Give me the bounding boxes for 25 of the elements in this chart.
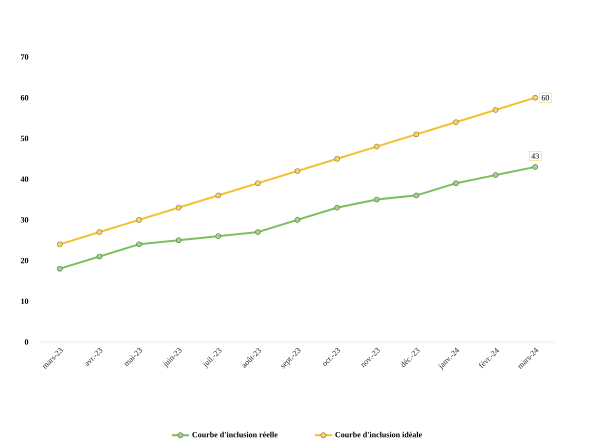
point <box>374 196 380 202</box>
point <box>215 233 222 240</box>
y-tick-label: 30 <box>20 217 28 223</box>
legend-label: Courbe d'inclusion réelle <box>192 432 278 438</box>
point <box>334 204 340 211</box>
y-tick-label: 10 <box>21 298 28 304</box>
point <box>294 217 300 223</box>
y-tick-label: 0 <box>24 339 28 345</box>
y-tick-label: 60 <box>20 95 28 101</box>
data-label: 43 <box>531 153 539 159</box>
point <box>414 192 420 198</box>
point <box>492 172 498 178</box>
y-tick-label: 70 <box>21 54 28 60</box>
point <box>532 164 538 170</box>
point <box>176 238 182 244</box>
y-tick-label: 20 <box>20 258 28 264</box>
point <box>57 266 63 272</box>
y-tick-label: 50 <box>20 136 28 142</box>
legend-label: Courbe d'inclusion idéale <box>335 432 422 438</box>
point <box>136 242 142 248</box>
point <box>96 254 102 260</box>
y-tick-label: 40 <box>20 176 28 182</box>
data-label: 60 <box>542 95 550 101</box>
point <box>453 180 459 186</box>
point <box>255 229 261 235</box>
